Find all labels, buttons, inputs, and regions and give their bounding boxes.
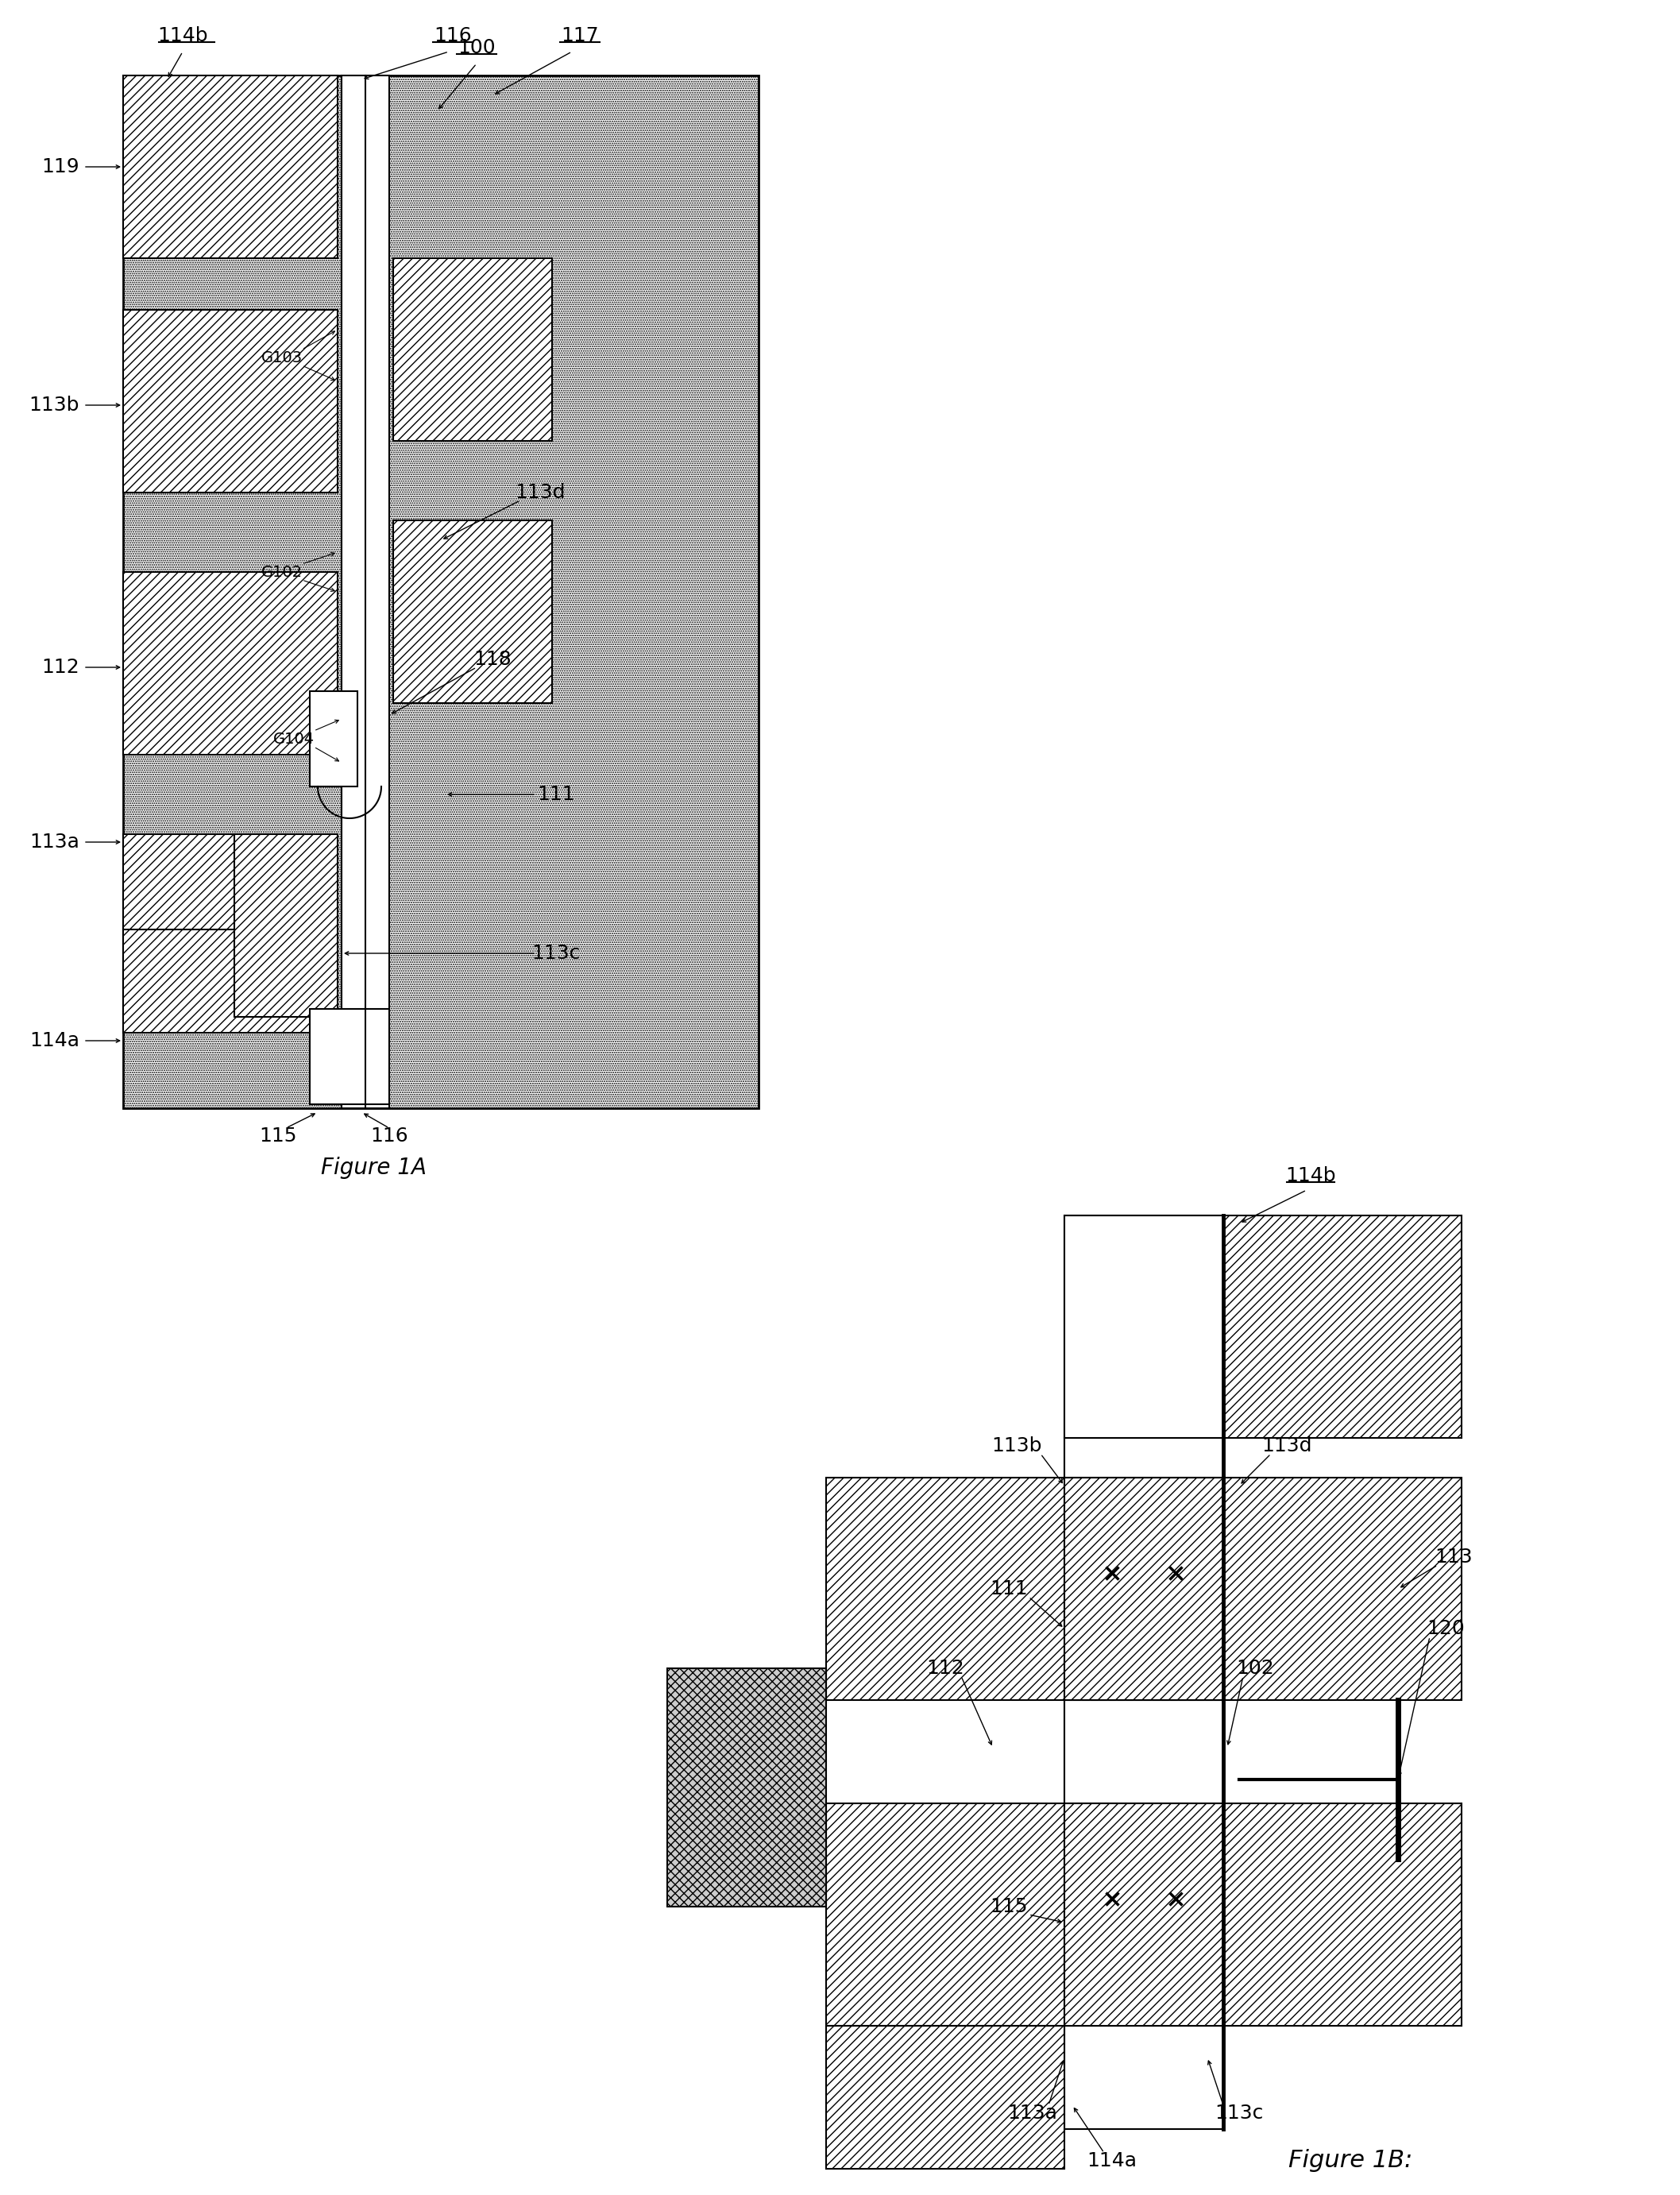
Text: 115: 115: [259, 1126, 297, 1146]
Text: 113d: 113d: [1262, 1436, 1312, 1455]
Text: 112: 112: [42, 658, 79, 676]
Text: 111: 111: [538, 786, 575, 803]
Text: 120: 120: [1426, 1620, 1465, 1637]
Bar: [1223, 1216, 1462, 1438]
Bar: [1065, 1477, 1223, 1701]
Text: 113b: 113b: [29, 395, 79, 415]
Bar: [123, 928, 338, 1034]
Text: Figure 1A: Figure 1A: [321, 1157, 427, 1179]
Bar: [309, 1010, 390, 1104]
Text: 114b: 114b: [1285, 1166, 1336, 1185]
Bar: [123, 75, 759, 1108]
Bar: [1065, 1701, 1223, 1804]
Text: 114a: 114a: [1087, 2151, 1137, 2171]
Text: 115: 115: [990, 1896, 1028, 1916]
Bar: [123, 309, 338, 492]
Bar: [123, 75, 338, 259]
Text: 116: 116: [370, 1126, 408, 1146]
Text: 119: 119: [42, 158, 79, 176]
Text: 113a: 113a: [30, 832, 79, 852]
Text: 113b: 113b: [991, 1436, 1042, 1455]
Bar: [827, 1477, 1065, 1701]
Bar: [1065, 1216, 1223, 2129]
Bar: [827, 2026, 1065, 2169]
Text: 102: 102: [1236, 1659, 1273, 1677]
Text: 112: 112: [926, 1659, 964, 1677]
Bar: [234, 834, 338, 1016]
Bar: [123, 573, 338, 755]
Text: 113: 113: [1435, 1547, 1473, 1567]
Text: 113c: 113c: [1215, 2103, 1263, 2123]
Text: 111: 111: [990, 1580, 1028, 1598]
Bar: [1223, 1804, 1462, 2026]
Text: 117: 117: [561, 26, 598, 46]
Text: 114b: 114b: [158, 26, 208, 46]
Bar: [827, 1804, 1065, 2026]
Text: Figure 1B:: Figure 1B:: [1289, 2149, 1413, 2173]
Bar: [393, 520, 553, 702]
Bar: [341, 75, 390, 1108]
Bar: [1065, 1216, 1223, 1438]
Bar: [1065, 1804, 1223, 2026]
Text: 113d: 113d: [516, 483, 566, 503]
Bar: [123, 834, 338, 1016]
Text: 113a: 113a: [1008, 2103, 1058, 2123]
Bar: [1223, 1477, 1462, 1701]
Text: G104: G104: [274, 731, 314, 746]
Bar: [309, 691, 358, 786]
Text: 100: 100: [457, 37, 496, 57]
Text: 118: 118: [474, 650, 511, 669]
Bar: [667, 1668, 827, 1907]
Bar: [393, 259, 553, 441]
Text: 113c: 113c: [531, 944, 580, 964]
Bar: [1065, 1438, 1223, 1477]
Text: 114a: 114a: [29, 1032, 79, 1049]
Text: 116: 116: [433, 26, 472, 46]
Text: G103: G103: [262, 349, 302, 364]
Text: G102: G102: [262, 564, 302, 579]
